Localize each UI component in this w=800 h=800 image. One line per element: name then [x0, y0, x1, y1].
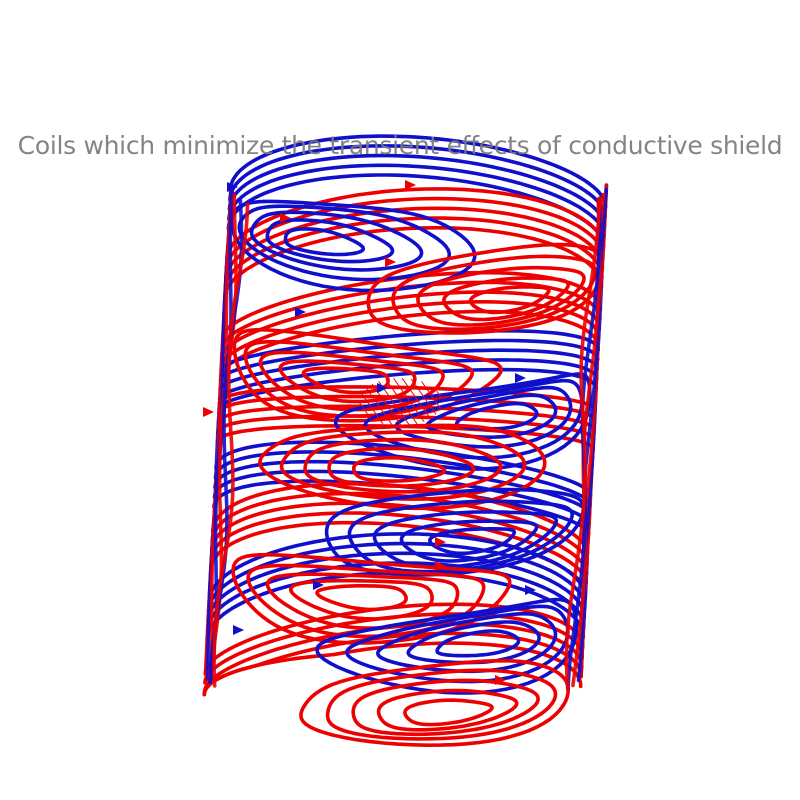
back-band-3-wire-3 — [220, 290, 602, 359]
red-coil-5-loop-5 — [352, 456, 447, 483]
direction-arrow-3 — [385, 257, 396, 267]
current-direction-arrows — [203, 180, 536, 685]
blue-coil-4-loop-4 — [425, 393, 558, 439]
back-band-8-wire-4 — [205, 561, 586, 632]
back-band-4-wire-3 — [218, 348, 599, 392]
blue-coil-1-loop-4 — [265, 218, 395, 264]
red-coil-9-loop-4 — [376, 688, 519, 732]
back-band-7-wire-4 — [209, 511, 588, 585]
blue-coil-8-loop-5 — [435, 629, 521, 658]
front-coils — [203, 183, 609, 747]
red-coil-2-loop-5 — [468, 285, 551, 315]
blue-coil-4-loop-1 — [333, 372, 592, 471]
direction-arrow-1 — [405, 180, 416, 190]
back-band-3-wire-4 — [219, 300, 601, 369]
direction-arrow-7 — [515, 373, 526, 383]
red-coil-2-loop-3 — [416, 265, 586, 327]
direction-arrow-6 — [203, 407, 214, 417]
red-coil-2-loop-1 — [366, 242, 604, 335]
blue-coil-8-loop-2 — [345, 604, 570, 684]
back-band-8-wire-3 — [206, 551, 587, 622]
back-band-1-wire-3 — [227, 153, 607, 229]
blue-coil-4-loop-2 — [363, 378, 584, 460]
direction-arrow-4 — [295, 307, 306, 317]
red-coil-2-loop-2 — [391, 254, 597, 331]
back-band-7-wire-3 — [209, 501, 589, 576]
red-coil-7-loop-5 — [315, 584, 408, 612]
red-coil-7-loop-4 — [289, 578, 434, 621]
back-band-1-wire-4 — [227, 163, 606, 238]
direction-arrow-2 — [227, 182, 238, 192]
back-band-6-wire-3 — [213, 459, 592, 517]
direction-arrow-8 — [435, 537, 446, 547]
blue-coil-8-loop-3 — [375, 612, 558, 674]
blue-coil-6-loop-2 — [347, 499, 574, 574]
red-coil-9-loop-2 — [325, 668, 558, 741]
direction-arrow-14 — [435, 561, 446, 571]
direction-arrow-10 — [233, 625, 244, 635]
back-band-9-wire-5 — [202, 641, 583, 697]
direction-arrow-5 — [377, 383, 388, 393]
central-coil-core — [358, 378, 442, 426]
blue-coil-6-loop-4 — [399, 519, 539, 563]
blue-coil-1-loop-3 — [249, 210, 424, 272]
red-coil-9-loop-3 — [351, 678, 540, 737]
right-edge-wire-8 — [564, 196, 602, 691]
direction-arrow-9 — [313, 580, 324, 590]
back-band-7-wire-2 — [210, 491, 589, 566]
red-coil-2-loop-4 — [442, 276, 570, 322]
red-coil-5-loop-1 — [258, 423, 547, 511]
direction-arrow-11 — [495, 675, 506, 685]
back-band-4-wire-2 — [218, 338, 600, 382]
blue-coil-8-loop-4 — [406, 620, 541, 665]
red-coil-9-loop-5 — [403, 698, 494, 727]
blue-coil-6-loop-1 — [324, 487, 586, 577]
red-coil-5-loop-4 — [327, 446, 476, 488]
blue-coil-1-loop-5 — [283, 227, 366, 257]
back-band-1-wire-2 — [228, 144, 607, 219]
direction-arrow-13 — [525, 585, 536, 595]
red-coil-5-loop-3 — [303, 437, 503, 494]
back-band-1-wire-1 — [228, 134, 608, 209]
red-coil-9-loop-1 — [299, 658, 570, 747]
red-coil-5-loop-2 — [279, 430, 527, 501]
direction-arrow-12 — [280, 213, 291, 223]
blue-coil-4-loop-5 — [454, 401, 539, 431]
back-band-2-wire-5 — [223, 226, 604, 300]
left-edge-wire-8 — [212, 202, 250, 688]
blue-coil-6-loop-5 — [428, 527, 517, 556]
blue-coil-6-loop-3 — [372, 510, 559, 569]
